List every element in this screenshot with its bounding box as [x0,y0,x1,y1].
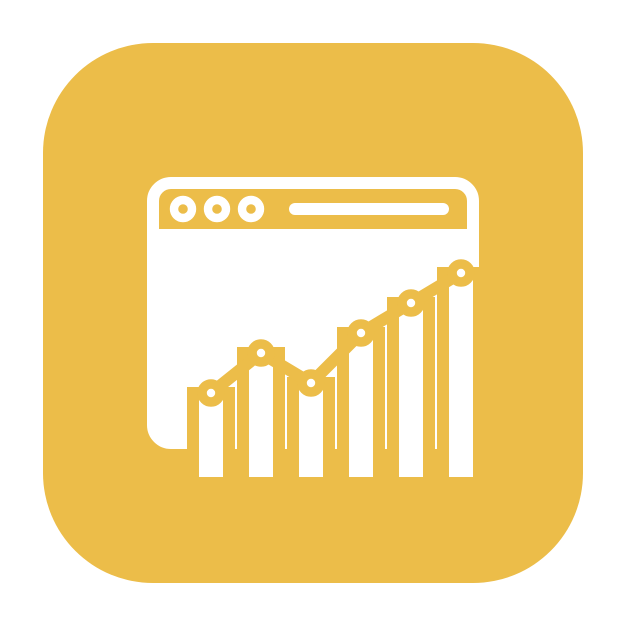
chart-bar [243,353,279,483]
window-control-dot-icon [174,200,192,218]
analytics-icon-tile [43,43,583,583]
trend-marker-icon [402,294,420,312]
window-control-dot-icon [242,200,260,218]
window-control-dot-icon [208,200,226,218]
chart-bar [393,303,429,483]
chart-bar [293,383,329,483]
chart-bar [343,333,379,483]
trend-marker-icon [452,264,470,282]
trend-marker-icon [202,384,220,402]
trend-marker-icon [352,324,370,342]
trend-marker-icon [302,374,320,392]
trend-marker-icon [252,344,270,362]
chart-bar [443,273,479,483]
analytics-icon [43,43,583,583]
